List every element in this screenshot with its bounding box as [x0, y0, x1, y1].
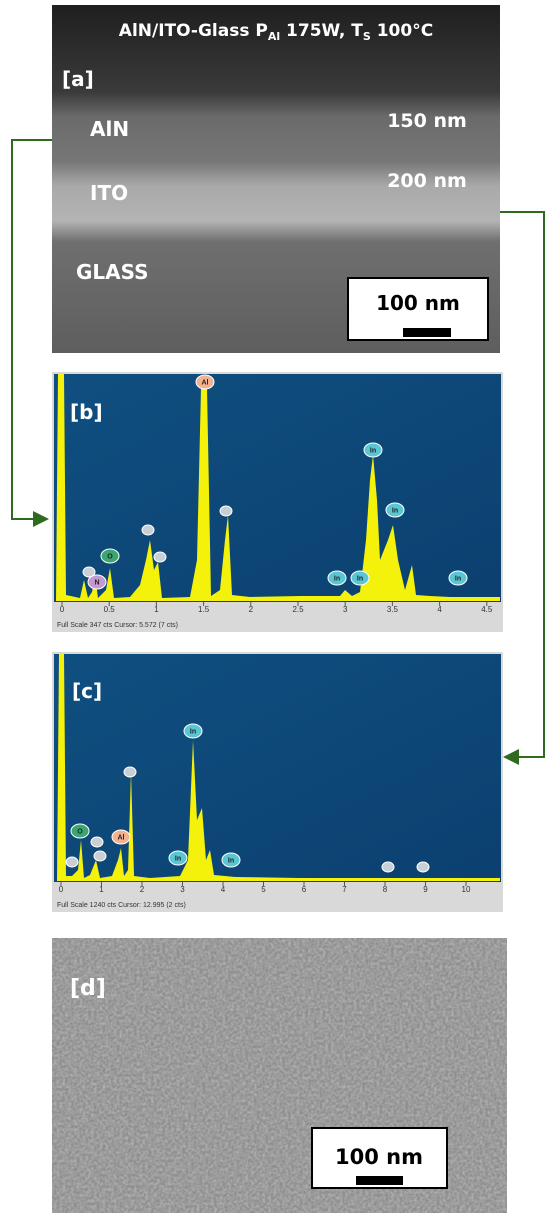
tick-label: 0 — [60, 605, 65, 614]
spectrum — [56, 374, 500, 601]
peak-marker — [111, 829, 131, 845]
peak-label: In — [190, 729, 196, 736]
peak-label: In — [370, 448, 376, 455]
tick-label: 3 — [180, 885, 185, 894]
tick-label: 8 — [383, 885, 388, 894]
peak-marker — [153, 551, 167, 563]
scale-bar — [356, 1176, 403, 1185]
peak-marker — [327, 570, 347, 586]
axis: 0 0.5 1 1.5 2 2.5 3 3.5 4 4.5 — [60, 602, 493, 614]
tick-label: 3 — [343, 605, 348, 614]
tick-label: 1 — [154, 605, 159, 614]
peak-marker — [195, 374, 215, 390]
peak-marker — [65, 856, 79, 868]
spectrum-footer: Full Scale 347 cts Cursor: 5.572 (7 cts) — [57, 622, 178, 629]
peak-marker — [93, 850, 107, 862]
layer-label: AlN — [90, 117, 129, 141]
tick-label: 0.5 — [104, 605, 116, 614]
peak-marker — [381, 861, 395, 873]
layer-label: ITO — [90, 181, 128, 205]
peak-label: In — [455, 576, 461, 583]
panel-label: [b] — [70, 400, 103, 424]
tick-label: 10 — [462, 885, 471, 894]
peak-marker — [87, 574, 107, 590]
peak-label: In — [228, 858, 234, 865]
spectrum-bg — [54, 374, 501, 602]
tick-label: 4 — [221, 885, 226, 894]
peak-marker — [82, 566, 96, 578]
panel-label: [c] — [72, 679, 102, 703]
tick-label: 4 — [437, 605, 442, 614]
peak-marker — [385, 502, 405, 518]
tick-label: 3.5 — [387, 605, 399, 614]
thickness-label: 150 nm — [387, 110, 467, 132]
peak-label: In — [392, 508, 398, 515]
tick-label: 2.5 — [292, 605, 304, 614]
tick-label: 4.5 — [481, 605, 493, 614]
tick-label: 7 — [342, 885, 347, 894]
peak-marker — [168, 850, 188, 866]
peak-marker — [100, 548, 120, 564]
peak-marker — [183, 723, 203, 739]
peak-label: Al — [202, 380, 209, 387]
tick-label: 9 — [423, 885, 428, 894]
scale-bar — [403, 328, 451, 337]
peak-label: O — [77, 829, 83, 836]
panel-label: [d] — [70, 976, 106, 1001]
peak-marker — [221, 852, 241, 868]
peak-label: N — [94, 580, 99, 587]
tick-label: 5 — [261, 885, 266, 894]
arrow — [500, 211, 545, 765]
axis: 0 1 2 3 4 5 6 7 8 9 10 — [59, 882, 471, 894]
peak-marker — [363, 442, 383, 458]
thickness-label: 200 nm — [387, 170, 467, 192]
peak-label: Al — [118, 835, 125, 842]
peak-label: O — [107, 554, 113, 561]
arrow — [11, 139, 52, 527]
peak-marker — [70, 823, 90, 839]
panel-label: [a] — [62, 67, 94, 91]
peak-label: In — [175, 856, 181, 863]
peak-label: In — [334, 576, 340, 583]
scale-label: 100 nm — [335, 1145, 423, 1169]
peak-marker — [141, 524, 155, 536]
spectrum-footer: Full Scale 1240 cts Cursor: 12.995 (2 ct… — [57, 902, 186, 909]
tick-label: 2 — [140, 885, 145, 894]
peak-marker — [123, 766, 137, 778]
tick-label: 0 — [59, 885, 64, 894]
spectrum-bg — [54, 654, 501, 882]
scale-label: 100 nm — [376, 291, 460, 315]
peak-marker — [90, 836, 104, 848]
tick-label: 2 — [249, 605, 254, 614]
tick-label: 1 — [99, 885, 104, 894]
peak-marker — [448, 570, 468, 586]
peak-marker — [350, 570, 370, 586]
peak-marker — [219, 505, 233, 517]
panel-title: AlN/ITO-Glass PAl 175W, TS 100°C — [119, 21, 433, 43]
tick-label: 1.5 — [198, 605, 210, 614]
peak-marker — [416, 861, 430, 873]
layer-label: GLASS — [76, 260, 149, 284]
tick-label: 6 — [302, 885, 307, 894]
peak-label: In — [357, 576, 363, 583]
